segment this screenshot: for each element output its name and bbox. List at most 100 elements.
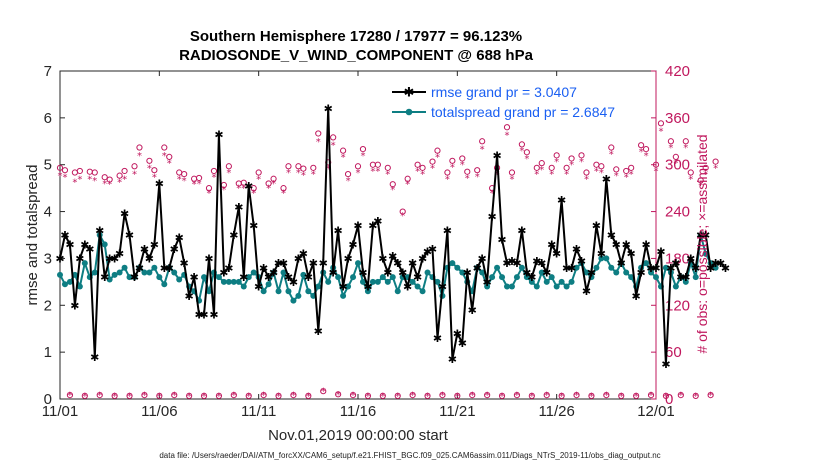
possible-obs-point	[146, 157, 153, 164]
rmse-point: ✱	[189, 271, 198, 284]
assimilated-obs-point: *	[445, 174, 450, 185]
assimilated-obs-point: *	[375, 166, 380, 177]
rmse-point: ✱	[175, 231, 184, 244]
rmse-point: ✱	[627, 248, 636, 261]
rmse-point: ✱	[348, 238, 357, 251]
totalspread-point	[528, 278, 535, 285]
rmse-point: ✱	[522, 266, 531, 279]
assimilated-obs-point: *	[331, 141, 336, 152]
chart-title: Southern Hemisphere 17280 / 17977 = 96.1…	[190, 28, 522, 45]
y-tick-label: 3	[44, 250, 52, 267]
assimilated-obs-point: *	[286, 168, 291, 179]
assimilated-obs-point: *	[415, 166, 420, 177]
totalspread-point	[305, 288, 312, 295]
totalspread-point	[628, 274, 635, 281]
possible-obs-point	[459, 155, 466, 162]
rmse-point: ✱	[487, 210, 496, 223]
rmse-point: ✱	[329, 266, 338, 279]
rmse-point: ✱	[269, 266, 278, 279]
rmse-point: ✱	[85, 243, 94, 256]
possible-obs-point	[543, 391, 550, 399]
possible-obs-point	[156, 392, 163, 399]
totalspread-point	[300, 271, 307, 278]
possible-obs-point	[91, 169, 98, 176]
possible-obs-point	[265, 180, 272, 187]
totalspread-point	[116, 269, 123, 276]
possible-obs-point	[662, 392, 670, 399]
totalspread-point	[573, 264, 580, 271]
obs-count-markers: * * * * * * * * * * * * * * * * * * * * * * * * * * * * * * * * * * * * * * * *…	[56, 120, 719, 402]
assimilated-obs-point: *	[619, 391, 624, 402]
rmse-point: ✱	[592, 220, 601, 233]
assimilated-obs-point: *	[604, 391, 609, 402]
totalspread-point	[260, 288, 267, 295]
possible-obs-point	[498, 392, 506, 399]
y-tick-label: 1	[44, 344, 52, 361]
possible-obs-point	[583, 169, 590, 176]
totalspread-point	[409, 278, 416, 285]
assimilated-obs-point: *	[693, 391, 698, 402]
possible-obs-point	[230, 391, 237, 399]
assimilated-obs-point: *	[137, 151, 142, 162]
possible-obs-point	[434, 147, 441, 154]
assimilated-obs-point: *	[236, 184, 241, 195]
assimilated-obs-point: *	[663, 391, 668, 402]
rmse-point: ✱	[552, 248, 561, 261]
assimilated-obs-point: *	[475, 172, 480, 183]
assimilated-obs-point: *	[614, 171, 619, 182]
assimilated-obs-point: *	[703, 170, 708, 181]
possible-obs-point	[464, 168, 471, 175]
assimilated-obs-point: *	[589, 391, 594, 402]
rmse-point: ✱	[229, 229, 238, 242]
assimilated-obs-point: *	[102, 179, 107, 190]
possible-obs-point	[444, 169, 451, 176]
assimilated-obs-point: *	[365, 391, 370, 402]
possible-obs-point	[66, 391, 74, 399]
assimilated-obs-point: *	[187, 391, 192, 402]
rmse-point: ✱	[393, 257, 402, 270]
assimilated-obs-point: *	[122, 174, 127, 185]
rmse-point: ✱	[279, 257, 288, 270]
totalspread-point	[553, 283, 560, 290]
rmse-point: ✱	[224, 262, 233, 275]
possible-obs-point	[141, 391, 148, 399]
possible-obs-point	[96, 391, 103, 399]
rmse-point: ✱	[443, 224, 452, 237]
rmse-point: ✱	[617, 257, 626, 270]
rmse-point: ✱	[701, 229, 710, 242]
totalspread-point	[672, 283, 679, 290]
totalspread-point	[653, 274, 659, 281]
rmse-point: ✱	[532, 255, 541, 268]
possible-obs-point	[469, 391, 476, 399]
possible-obs-point	[598, 163, 605, 170]
rmse-point: ✱	[358, 266, 367, 279]
assimilated-obs-point: *	[420, 170, 425, 181]
rmse-point: ✱	[458, 337, 467, 350]
rmse-point: ✱	[686, 252, 695, 265]
totalspread-point	[513, 274, 520, 281]
rmse-point: ✱	[492, 149, 501, 162]
rmse-point: ✱	[572, 243, 581, 256]
assimilated-obs-point: *	[202, 391, 207, 402]
possible-obs-point	[195, 174, 203, 182]
possible-obs-point	[558, 392, 565, 399]
possible-obs-point	[513, 391, 521, 399]
assimilated-obs-point: *	[385, 170, 390, 181]
assimilated-obs-point: *	[584, 174, 589, 185]
assimilated-obs-point: *	[574, 391, 579, 402]
rmse-point: ✱	[219, 266, 228, 279]
assimilated-obs-point: *	[654, 166, 659, 177]
possible-obs-point	[290, 391, 297, 399]
assimilated-obs-point: *	[609, 149, 614, 160]
assimilated-obs-point: *	[231, 391, 236, 402]
possible-obs-point	[240, 179, 247, 186]
possible-obs-point	[359, 145, 367, 153]
rmse-point: ✱	[383, 266, 392, 279]
rmse-point: ✱	[95, 224, 104, 237]
assimilated-obs-point: *	[326, 164, 331, 175]
rmse-point: ✱	[468, 304, 477, 317]
possible-obs-point	[657, 120, 665, 127]
y-tick-label: 5	[44, 157, 52, 174]
assimilated-obs-point: *	[360, 151, 365, 162]
